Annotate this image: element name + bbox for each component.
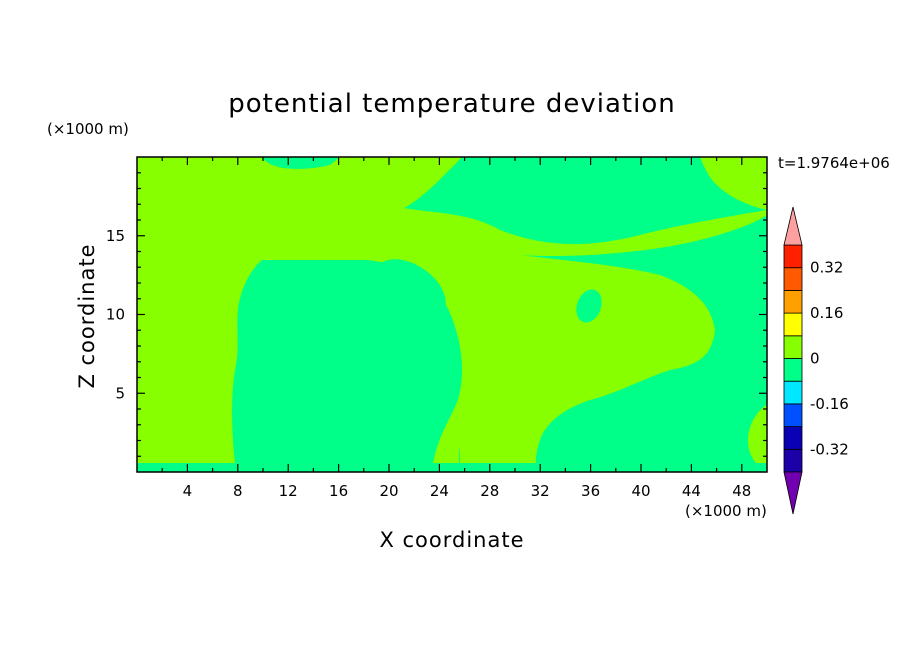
contour-region-positive-upper [137,157,262,210]
x-tick-label: 44 [682,482,701,500]
contour-field [137,157,767,472]
x-tick-label: 32 [531,482,550,500]
contour-region-positive-left-base [137,405,200,472]
x-tick-label: 40 [631,482,650,500]
x-tick-label: 48 [732,482,751,500]
colorbar-segment [783,244,803,269]
x-tick-label: 12 [279,482,298,500]
colorbar-tick-label: 0.32 [810,259,843,277]
contour-region-positive-right-base [748,405,767,472]
colorbar-segment [783,358,803,382]
x-axis: 4 8 12 16 20 24 28 32 36 40 44 48 [161,157,751,500]
y-tick-label: 5 [115,384,125,402]
y-unit-label: (×1000 m) [47,120,129,138]
colorbar-tick-label: 0 [810,350,820,368]
y-axis: 5 10 15 [106,172,767,457]
colorbar-tick-label: -0.16 [810,395,849,413]
colorbar-tick-label: -0.32 [810,440,849,458]
x-tick-label: 28 [480,482,499,500]
colorbar-under-triangle [783,471,803,515]
x-tick-label: 16 [329,482,348,500]
y-tick-label: 15 [106,227,125,245]
contour-region-positive-band [137,216,500,249]
time-label: t=1.9764e+06 [778,154,890,172]
contour-region-positive-topright [700,157,767,210]
x-unit-label: (×1000 m) [685,502,767,520]
contour-region-positive-strip [170,255,262,260]
colorbar-segment [783,289,803,314]
colorbar-segment [783,267,803,291]
colorbar-segment [783,448,803,473]
colorbar-segment [783,426,803,450]
colorbar-segment [783,312,803,337]
colorbar-segment [783,335,803,359]
colorbar-segment [783,403,803,427]
x-tick-label: 20 [379,482,398,500]
y-tick-label: 10 [106,306,125,324]
x-tick-label: 8 [233,482,243,500]
contour-region-negative-bottom-strip [137,463,767,472]
x-tick-label: 24 [430,482,449,500]
x-tick-label: 36 [581,482,600,500]
x-tick-label: 4 [183,482,193,500]
colorbar: 0.32 0.16 0 -0.16 -0.32 [783,206,849,515]
contour-region-negative-bubble-small [576,289,602,323]
chart-title: potential temperature deviation [228,89,675,119]
colorbar-over-triangle [783,206,803,246]
colorbar-tick-label: 0.16 [810,304,843,322]
x-axis-label: X coordinate [379,528,524,552]
contour-region-negative-bubble [374,259,446,321]
colorbar-segment [783,380,803,405]
y-axis-label: Z coordinate [75,243,99,388]
